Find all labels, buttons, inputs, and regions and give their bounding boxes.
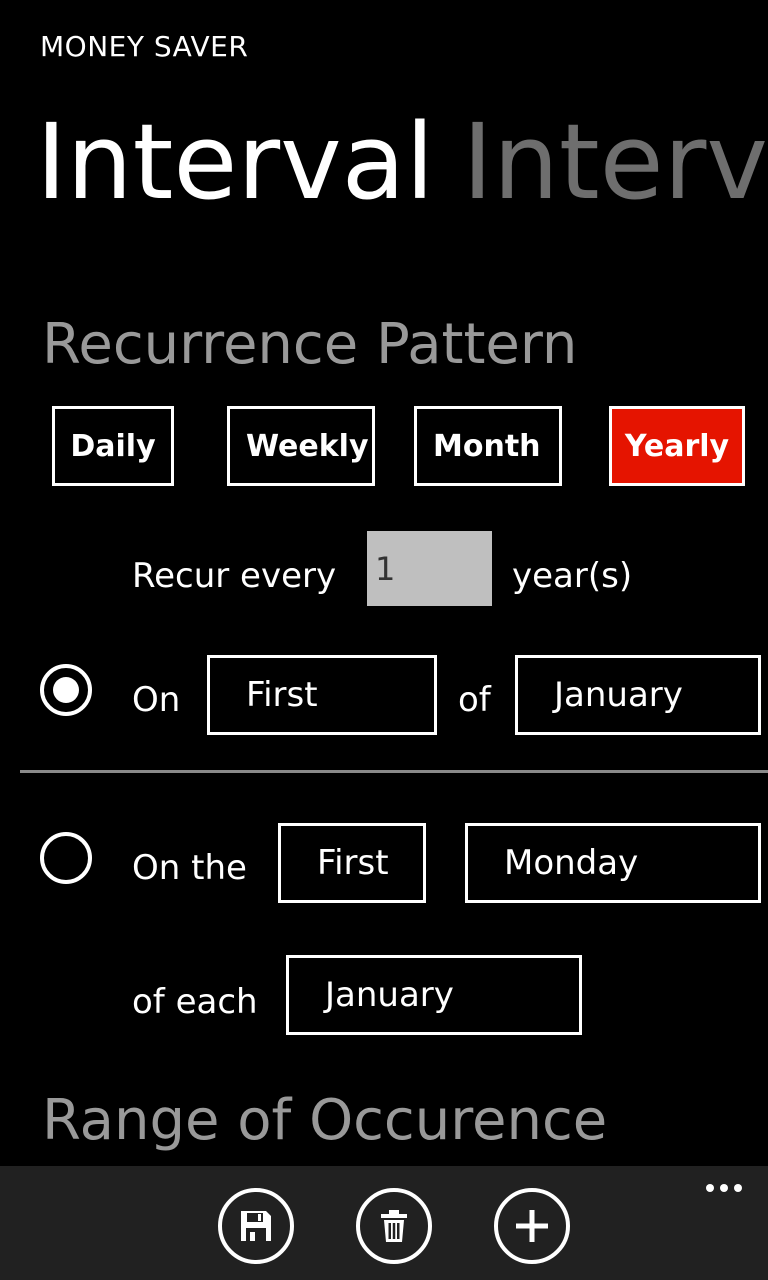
- of-each-label: of each: [132, 982, 258, 1022]
- on-the-label: On the: [132, 848, 247, 888]
- on-month-picker[interactable]: January: [515, 655, 761, 735]
- on-label: On: [132, 680, 181, 720]
- radio-on-date[interactable]: [40, 664, 92, 716]
- delete-button[interactable]: [356, 1188, 432, 1264]
- on-month-value: January: [554, 675, 683, 715]
- save-icon: [241, 1211, 271, 1241]
- divider: [20, 770, 768, 773]
- of-each-month-value: January: [325, 975, 454, 1015]
- weekday-value: Monday: [504, 843, 639, 883]
- of-label: of: [458, 680, 491, 720]
- pivot-header: IntervalInterval: [36, 102, 768, 222]
- recur-interval-input[interactable]: [367, 531, 492, 606]
- ordinal-picker[interactable]: First: [278, 823, 426, 903]
- more-options-ellipsis-icon[interactable]: [706, 1184, 742, 1192]
- save-button[interactable]: [218, 1188, 294, 1264]
- frequency-yearly-button[interactable]: Yearly: [609, 406, 745, 486]
- on-day-picker[interactable]: First: [207, 655, 437, 735]
- pivot-item-next[interactable]: Interval: [462, 101, 768, 223]
- delete-icon: [381, 1210, 407, 1242]
- radio-on-the-weekday[interactable]: [40, 832, 92, 884]
- frequency-daily-button[interactable]: Daily: [52, 406, 174, 486]
- recur-every-label: Recur every: [132, 556, 337, 596]
- ordinal-value: First: [317, 843, 389, 883]
- add-icon: [516, 1210, 548, 1242]
- section-header-recurrence: Recurrence Pattern: [42, 312, 578, 377]
- add-button[interactable]: [494, 1188, 570, 1264]
- frequency-weekly-button[interactable]: Weekly: [227, 406, 375, 486]
- of-each-month-picker[interactable]: January: [286, 955, 582, 1035]
- app-title: MONEY SAVER: [40, 30, 249, 63]
- on-day-value: First: [246, 675, 318, 715]
- recur-unit-label: year(s): [512, 556, 633, 596]
- frequency-monthly-button[interactable]: Month: [414, 406, 562, 486]
- pivot-item-interval[interactable]: Interval: [36, 101, 435, 223]
- section-header-range: Range of Occurence: [42, 1088, 608, 1153]
- weekday-picker[interactable]: Monday: [465, 823, 761, 903]
- app-bar: [0, 1166, 768, 1280]
